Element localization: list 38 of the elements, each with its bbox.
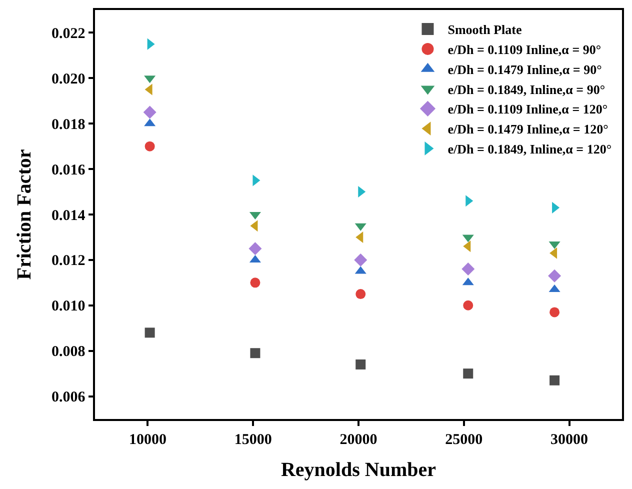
x-tick-label: 15000 xyxy=(234,432,272,448)
x-tick-label: 25000 xyxy=(445,432,483,448)
y-tick-label: 0.008 xyxy=(52,344,86,360)
y-tick-label: 0.010 xyxy=(52,298,86,315)
point xyxy=(356,359,366,370)
legend-label: e/Dh = 0.1109 Inline,α = 90° xyxy=(448,42,602,58)
point xyxy=(463,300,474,310)
legend-label: Smooth Plate xyxy=(448,22,522,38)
point xyxy=(550,307,560,318)
point xyxy=(143,106,156,119)
legend-label: e/Dh = 0.1479 Inline,α = 90° xyxy=(448,62,602,77)
x-tick-label: 20000 xyxy=(340,432,378,448)
point xyxy=(144,141,155,152)
y-tick-label: 0.018 xyxy=(52,116,86,133)
y-tick-label: 0.014 xyxy=(52,208,86,224)
point xyxy=(250,348,260,358)
legend-label: e/Dh = 0.1479 Inline,α = 120° xyxy=(448,122,608,137)
x-tick-label: 10000 xyxy=(128,432,166,448)
point xyxy=(463,368,474,379)
point xyxy=(548,269,562,282)
point xyxy=(462,262,475,276)
y-tick-label: 0.022 xyxy=(52,26,86,42)
point xyxy=(144,328,155,338)
legend-label: e/Dh = 0.1109 Inline,α = 120° xyxy=(448,102,608,117)
y-axis-title: Friction Factor xyxy=(14,149,36,280)
point xyxy=(354,253,368,266)
x-tick-label: 30000 xyxy=(550,432,588,448)
legend-label: e/Dh = 0.1849, Inline,α = 90° xyxy=(448,82,606,97)
point xyxy=(248,242,262,256)
point xyxy=(550,375,560,386)
y-tick-label: 0.016 xyxy=(52,162,86,178)
y-tick-label: 0.012 xyxy=(52,253,86,270)
y-tick-label: 0.006 xyxy=(52,390,86,406)
point xyxy=(356,289,366,300)
y-tick-label: 0.020 xyxy=(52,71,86,88)
legend-label: e/Dh = 0.1849, Inline,α = 120° xyxy=(448,142,612,157)
x-axis-title: Reynolds Number xyxy=(280,458,436,481)
point xyxy=(250,278,260,288)
